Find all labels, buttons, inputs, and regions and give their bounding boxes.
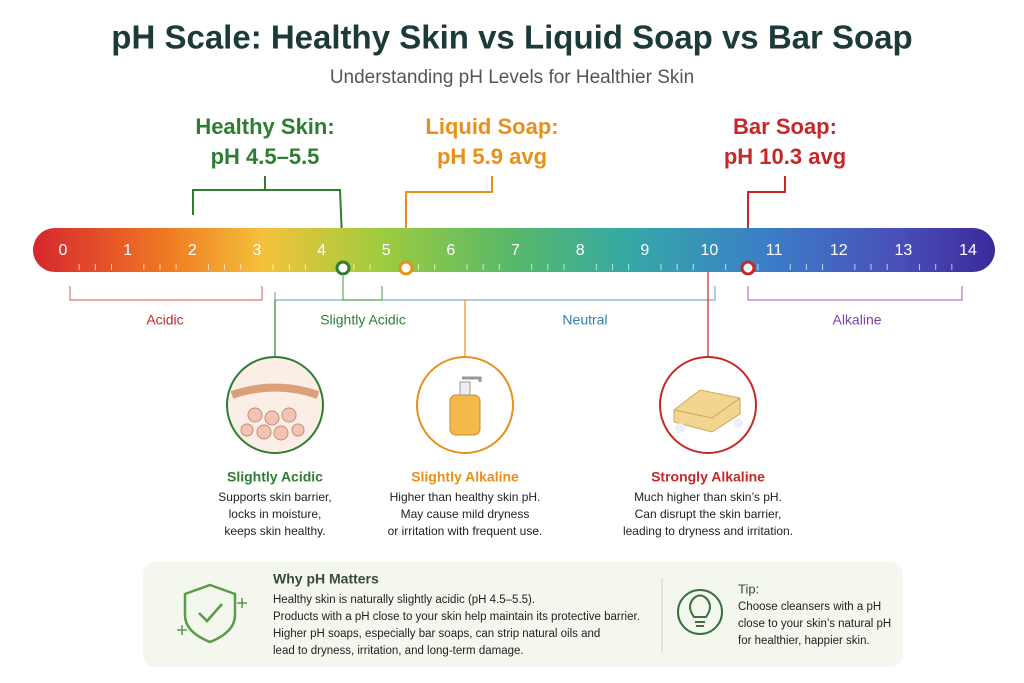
callout-label: Liquid Soap: <box>425 114 558 139</box>
card-line: May cause mild dryness <box>401 507 530 521</box>
scale-label: 11 <box>766 242 783 259</box>
scale-label: 8 <box>576 242 585 259</box>
ph-bar <box>33 228 995 272</box>
connector <box>405 176 493 262</box>
card-line: Higher than healthy skin pH. <box>390 490 541 504</box>
marker <box>740 260 756 276</box>
range-bracket <box>342 276 383 301</box>
card-heading: Slightly Acidic <box>227 469 323 485</box>
range-label: Slightly Acidic <box>320 312 406 328</box>
title: pH Scale: Healthy Skin vs Liquid Soap vs… <box>111 19 912 56</box>
scale-label: 7 <box>511 242 520 259</box>
card-line: Can disrupt the skin barrier, <box>635 507 782 521</box>
card-line: leading to dryness and irritation. <box>623 524 793 538</box>
liquid-soap-icon <box>416 356 514 454</box>
tip-line: close to your skin’s natural pH <box>738 618 891 630</box>
bar-soap-icon <box>659 356 757 454</box>
footer-line: Healthy skin is naturally slightly acidi… <box>273 594 535 606</box>
connector <box>192 176 266 215</box>
range-label: Alkaline <box>832 312 881 328</box>
scale-label: 0 <box>59 242 68 259</box>
callout-value: pH 4.5–5.5 <box>211 144 320 169</box>
scale-label: 13 <box>894 242 912 259</box>
marker <box>398 260 414 276</box>
scale-label: 12 <box>830 242 848 259</box>
scale-label: 3 <box>252 242 261 259</box>
card-heading: Slightly Alkaline <box>411 469 519 485</box>
shield-icon <box>177 583 247 644</box>
connector <box>747 176 786 262</box>
footer-line: Higher pH soaps, especially bar soaps, c… <box>273 628 600 640</box>
tip-icon <box>677 589 723 635</box>
card-line: or irritation with frequent use. <box>388 524 543 538</box>
footer-line: lead to dryness, irritation, and long-te… <box>273 645 524 657</box>
skin-icon <box>226 356 324 454</box>
callout-label: Healthy Skin: <box>195 114 334 139</box>
range-bracket <box>274 286 716 301</box>
scale-label: 6 <box>446 242 455 259</box>
range-label: Neutral <box>562 312 607 328</box>
card-line: keeps skin healthy. <box>224 524 325 538</box>
scale-label: 2 <box>188 242 197 259</box>
scale-label: 1 <box>123 242 132 259</box>
scale-label: 14 <box>959 242 977 259</box>
callout-value: pH 5.9 avg <box>437 144 547 169</box>
range-bracket <box>747 286 963 301</box>
tip-title: Tip: <box>738 581 759 596</box>
card-heading: Strongly Alkaline <box>651 469 765 485</box>
scale-label: 4 <box>317 242 326 259</box>
card-line: locks in moisture, <box>229 507 322 521</box>
footer-title: Why pH Matters <box>273 571 379 587</box>
range-label: Acidic <box>146 312 183 328</box>
subtitle: Understanding pH Levels for Healthier Sk… <box>330 67 694 88</box>
scale-label: 10 <box>701 242 719 259</box>
tip-line: Choose cleansers with a pH <box>738 601 881 613</box>
callout-value: pH 10.3 avg <box>724 144 846 169</box>
tip-line: for healthier, happier skin. <box>738 635 870 647</box>
footer-panel <box>143 562 903 667</box>
callout-label: Bar Soap: <box>733 114 837 139</box>
footer-line: Products with a pH close to your skin he… <box>273 611 640 623</box>
scale-label: 5 <box>382 242 391 259</box>
range-bracket <box>69 286 263 301</box>
scale-label: 9 <box>640 242 649 259</box>
card-line: Supports skin barrier, <box>218 490 331 504</box>
marker <box>335 260 351 276</box>
card-line: Much higher than skin’s pH. <box>634 490 782 504</box>
